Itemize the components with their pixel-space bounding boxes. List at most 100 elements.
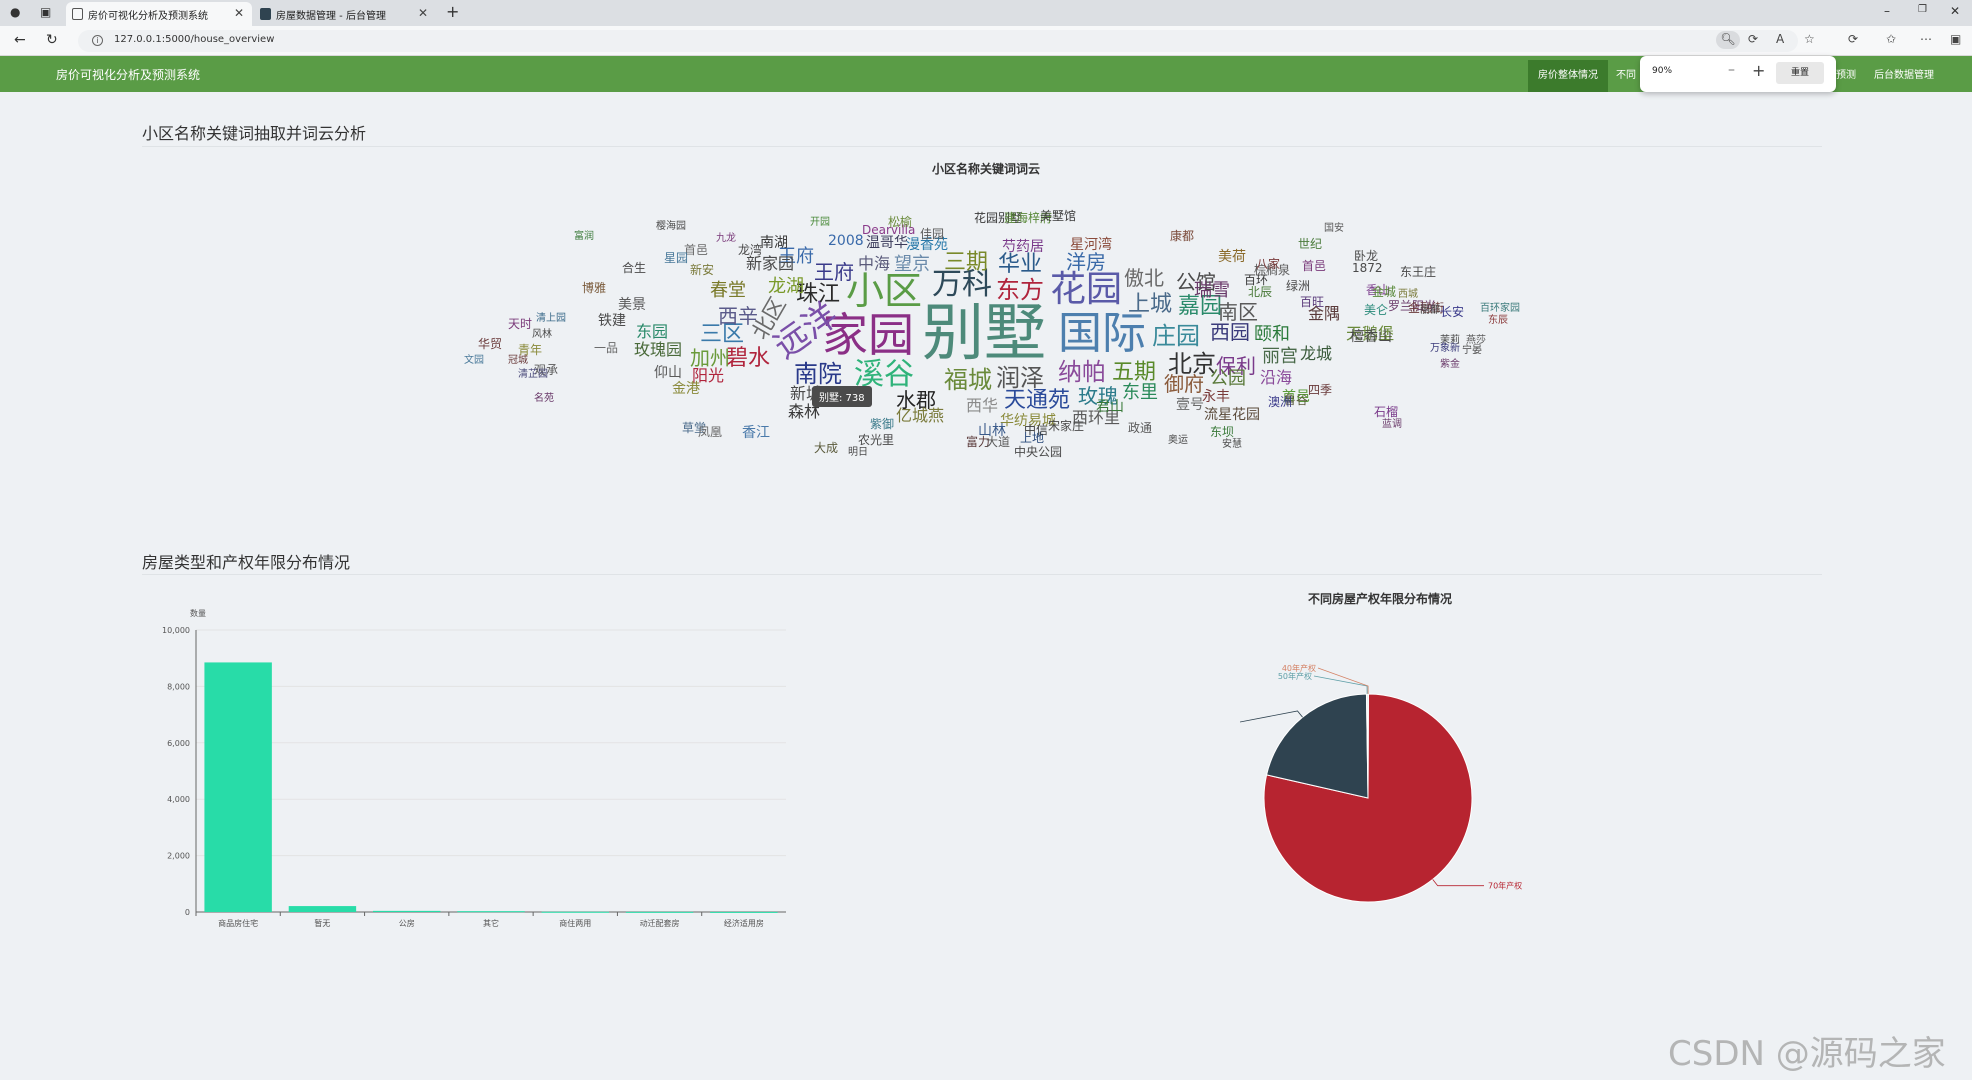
wordcloud-word[interactable]: 文园 bbox=[464, 355, 484, 366]
bar[interactable] bbox=[457, 911, 525, 913]
wordcloud-word[interactable]: 清芷园 bbox=[518, 369, 548, 380]
wordcloud-word[interactable]: 珠江 bbox=[796, 282, 841, 307]
wordcloud-word[interactable]: 西城 bbox=[1398, 289, 1418, 300]
translate-icon[interactable]: ⟳ bbox=[1748, 32, 1759, 46]
wordcloud-word[interactable]: 别墅 bbox=[922, 296, 1047, 369]
tab-house-overview[interactable]: 房价可视化分析及预测系统 ✕ bbox=[66, 2, 252, 26]
zoom-reset-button[interactable]: 重置 bbox=[1776, 62, 1824, 84]
zoom-in-button[interactable]: + bbox=[1752, 61, 1766, 80]
wordcloud-word[interactable]: 建海梓府 bbox=[1004, 211, 1053, 225]
wordcloud-word[interactable]: Dearvilla bbox=[862, 223, 916, 237]
wordcloud-word[interactable]: 四季 bbox=[1308, 383, 1333, 397]
wordcloud-word[interactable]: 南院 bbox=[794, 360, 842, 388]
pie-slice[interactable] bbox=[1265, 693, 1369, 799]
wordcloud-word[interactable]: 观承 bbox=[534, 363, 559, 377]
wordcloud-word[interactable]: 九龙 bbox=[716, 233, 736, 244]
wordcloud-word[interactable]: 星河湾 bbox=[1070, 237, 1112, 253]
wordcloud-word[interactable]: 国际 bbox=[1058, 308, 1146, 359]
wordcloud-word[interactable]: 紫御 bbox=[870, 417, 895, 431]
zoom-icon[interactable]: 🔍︎ bbox=[1716, 31, 1740, 49]
wordcloud-word[interactable]: 纳帕 bbox=[1058, 358, 1106, 386]
wordcloud-word[interactable]: 天鹅堡 bbox=[1346, 324, 1395, 343]
wordcloud-word[interactable]: 西环里 bbox=[1072, 408, 1121, 427]
wordcloud-word[interactable]: 新家园 bbox=[746, 254, 795, 273]
wordcloud-word[interactable]: 樱海园 bbox=[656, 221, 686, 232]
wordcloud-word[interactable]: 森林 bbox=[788, 402, 821, 421]
wordcloud-word[interactable]: 金港 bbox=[672, 381, 700, 397]
wordcloud-word[interactable]: 北辰 bbox=[1248, 285, 1273, 299]
wordcloud-word[interactable]: 御府 bbox=[1164, 372, 1204, 396]
wordcloud-word[interactable]: 保利 bbox=[1216, 354, 1256, 378]
wordcloud-word[interactable]: 罗兰阳光 bbox=[1388, 299, 1437, 313]
pie-slice[interactable] bbox=[1367, 693, 1369, 799]
wordcloud-word[interactable]: 中信 bbox=[1024, 423, 1049, 437]
wordcloud-word[interactable]: 铁建 bbox=[598, 313, 626, 329]
bar[interactable] bbox=[204, 662, 272, 912]
wordcloud-word[interactable]: 宁晏 bbox=[1462, 345, 1482, 356]
wordcloud-word[interactable]: 开园 bbox=[810, 217, 830, 228]
wordcloud-word[interactable]: 傲北 bbox=[1124, 266, 1164, 290]
wordcloud-word[interactable]: 合生 bbox=[622, 261, 647, 275]
wordcloud-word[interactable]: 亿城燕 bbox=[896, 406, 945, 425]
wordcloud-word[interactable]: 美荷 bbox=[1218, 249, 1246, 265]
bar[interactable] bbox=[625, 911, 694, 913]
wordcloud-word[interactable]: 嘉园 bbox=[1178, 294, 1223, 319]
wordcloud-word[interactable]: 燕莎 bbox=[1466, 335, 1486, 346]
wordcloud-word[interactable]: 华贸 bbox=[478, 337, 503, 351]
wordcloud-word[interactable]: 家园 bbox=[822, 308, 914, 362]
bar[interactable] bbox=[373, 910, 441, 912]
wordcloud-word[interactable]: 政通 bbox=[1128, 421, 1153, 435]
wordcloud-word[interactable]: 明日 bbox=[848, 447, 868, 458]
refresh-icon[interactable]: ↻ bbox=[46, 32, 58, 48]
wordcloud-word[interactable]: 玫瑰园 bbox=[634, 340, 683, 359]
wordcloud-word[interactable]: 绿洲 bbox=[1286, 279, 1311, 293]
wordcloud-word[interactable]: 松榆 bbox=[888, 215, 913, 229]
wordcloud-word[interactable]: 首邑 bbox=[1302, 259, 1327, 273]
wordcloud-word[interactable]: 东坝 bbox=[1210, 425, 1235, 439]
tab-actions-icon[interactable]: ▣ bbox=[40, 5, 52, 19]
wordcloud-word[interactable]: 瑞雪 bbox=[1194, 280, 1230, 301]
wordcloud-word[interactable]: 金隅 bbox=[1308, 304, 1341, 323]
wordcloud-word[interactable]: 冠城 bbox=[508, 355, 528, 366]
wordcloud-word[interactable]: 西辛 bbox=[718, 304, 758, 328]
wordcloud-word[interactable]: 大道 bbox=[986, 435, 1011, 449]
wordcloud-word[interactable]: 青年 bbox=[518, 343, 543, 357]
wordcloud-word[interactable]: 名苑 bbox=[534, 393, 554, 404]
wordcloud-word[interactable]: 西园 bbox=[1210, 320, 1250, 344]
wordcloud-word[interactable]: 美墅馆 bbox=[1040, 209, 1077, 223]
wordcloud-word[interactable]: 风林 bbox=[532, 329, 552, 340]
wordcloud-word[interactable]: 1872 bbox=[1352, 261, 1383, 275]
wordcloud-word[interactable]: 福城 bbox=[944, 366, 992, 394]
wordcloud-word[interactable]: 富力 bbox=[966, 435, 991, 449]
wordcloud-word[interactable]: 百旺 bbox=[1300, 295, 1325, 309]
bar[interactable] bbox=[288, 906, 357, 912]
app-brand[interactable]: 房价可视化分析及预测系统 bbox=[56, 68, 201, 82]
wordcloud-word[interactable]: 新安 bbox=[690, 263, 715, 277]
wordcloud-word[interactable]: 东园 bbox=[636, 322, 669, 341]
wordcloud-word[interactable]: 清上园 bbox=[536, 313, 566, 324]
menu-compare[interactable]: 不同 bbox=[1616, 70, 1636, 81]
wordcloud-word[interactable]: 南湖 bbox=[760, 235, 788, 251]
wordcloud-word[interactable]: 龙城 bbox=[1300, 344, 1333, 363]
wordcloud-word[interactable]: 檀香山 bbox=[1350, 329, 1392, 345]
wordcloud-word[interactable]: 农光里 bbox=[858, 433, 895, 447]
wordcloud-word[interactable]: 小区 bbox=[846, 269, 923, 313]
back-icon[interactable]: ← bbox=[14, 32, 26, 48]
wordcloud-word[interactable]: 东王庄 bbox=[1400, 265, 1437, 279]
bar[interactable] bbox=[541, 911, 609, 913]
favorites-icon[interactable]: ✩ bbox=[1886, 32, 1897, 46]
wordcloud-word[interactable]: 洋房 bbox=[1066, 250, 1106, 274]
wordcloud-word[interactable]: 阳光 bbox=[692, 366, 725, 385]
menu-admin[interactable]: 后台数据管理 bbox=[1874, 70, 1934, 81]
wordcloud-word[interactable]: 颐和 bbox=[1254, 324, 1290, 345]
wordcloud-word[interactable]: 龙湾 bbox=[738, 243, 763, 257]
wordcloud-word[interactable]: 卧龙 bbox=[1354, 249, 1379, 263]
wordcloud-word[interactable]: 澳洲 bbox=[1268, 395, 1293, 409]
site-info-icon[interactable]: i bbox=[92, 35, 103, 46]
wordcloud-word[interactable]: 凤凰 bbox=[698, 425, 723, 439]
wordcloud-word[interactable]: 三期 bbox=[944, 250, 989, 275]
wordcloud-word[interactable]: 安慧 bbox=[1222, 439, 1242, 450]
wordcloud-word[interactable]: 东辰 bbox=[1488, 315, 1508, 326]
wordcloud-word[interactable]: 鲁谷 bbox=[1284, 393, 1309, 407]
wordcloud-word[interactable]: 2008 bbox=[828, 233, 864, 249]
